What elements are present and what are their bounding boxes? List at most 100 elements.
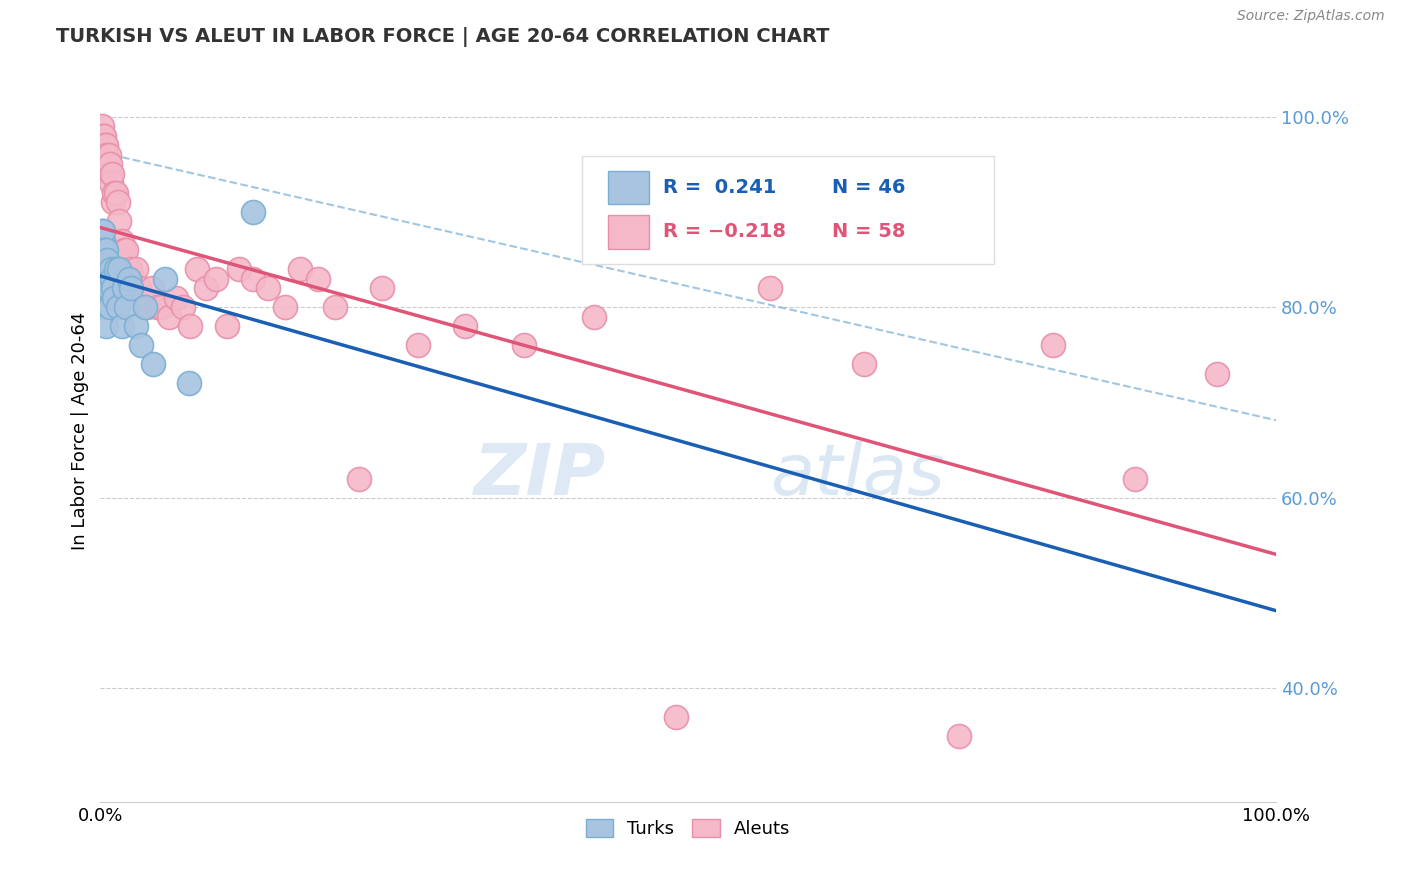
Point xyxy=(146,300,169,314)
Text: TURKISH VS ALEUT IN LABOR FORCE | AGE 20-64 CORRELATION CHART: TURKISH VS ALEUT IN LABOR FORCE | AGE 20… xyxy=(56,27,830,46)
Point xyxy=(131,291,153,305)
Point xyxy=(118,262,141,277)
Point xyxy=(1123,471,1146,485)
Point xyxy=(759,281,782,295)
Point xyxy=(157,310,180,324)
Point xyxy=(165,291,187,305)
Point xyxy=(107,300,129,314)
Point xyxy=(108,214,131,228)
Point xyxy=(98,167,121,181)
Point xyxy=(100,177,122,191)
FancyBboxPatch shape xyxy=(609,215,650,249)
Point xyxy=(406,338,429,352)
Point xyxy=(90,271,112,285)
Point xyxy=(93,271,115,285)
Point xyxy=(228,262,250,277)
Point xyxy=(141,281,163,295)
Point xyxy=(290,262,312,277)
Point xyxy=(172,300,194,314)
Point xyxy=(97,148,120,162)
Point xyxy=(94,262,117,277)
Point xyxy=(112,281,135,295)
Point xyxy=(104,262,127,277)
Point xyxy=(103,186,125,200)
Point xyxy=(120,281,142,295)
FancyBboxPatch shape xyxy=(609,170,650,204)
Point xyxy=(103,291,125,305)
Point xyxy=(91,224,114,238)
Point xyxy=(454,319,477,334)
Point xyxy=(98,300,121,314)
Point xyxy=(104,186,127,200)
Point xyxy=(122,271,145,285)
Point xyxy=(98,157,121,171)
Legend: Turks, Aleuts: Turks, Aleuts xyxy=(579,812,797,846)
Point xyxy=(107,195,129,210)
Point xyxy=(115,300,138,314)
Point xyxy=(136,300,159,314)
Point xyxy=(257,281,280,295)
Point xyxy=(108,262,131,277)
Point xyxy=(91,271,114,285)
Point xyxy=(96,138,118,153)
Point xyxy=(217,319,239,334)
Y-axis label: In Labor Force | Age 20-64: In Labor Force | Age 20-64 xyxy=(72,312,89,550)
Point xyxy=(153,271,176,285)
Point xyxy=(1042,338,1064,352)
Point xyxy=(110,319,132,334)
Point xyxy=(134,300,156,314)
Point xyxy=(124,262,146,277)
Point xyxy=(94,300,117,314)
Point xyxy=(91,281,114,295)
Point xyxy=(853,357,876,371)
Point xyxy=(94,157,117,171)
FancyBboxPatch shape xyxy=(582,156,994,264)
Point xyxy=(90,243,112,257)
Point xyxy=(274,300,297,314)
Point xyxy=(186,262,208,277)
Point xyxy=(307,271,329,285)
Point xyxy=(90,262,112,277)
Point xyxy=(96,252,118,267)
Point xyxy=(91,234,114,248)
Point xyxy=(90,234,112,248)
Point xyxy=(91,252,114,267)
Point xyxy=(96,148,118,162)
Point xyxy=(94,138,117,153)
Point xyxy=(110,234,132,248)
Point xyxy=(96,271,118,285)
Point xyxy=(90,224,112,238)
Point xyxy=(91,262,114,277)
Point xyxy=(96,243,118,257)
Point xyxy=(1206,367,1229,381)
Text: N = 58: N = 58 xyxy=(831,222,905,242)
Point xyxy=(90,252,112,267)
Point xyxy=(93,281,115,295)
Point xyxy=(347,471,370,485)
Point xyxy=(583,310,606,324)
Point xyxy=(93,252,115,267)
Point xyxy=(948,729,970,743)
Point xyxy=(325,300,347,314)
Text: Source: ZipAtlas.com: Source: ZipAtlas.com xyxy=(1237,9,1385,23)
Point xyxy=(371,281,394,295)
Point xyxy=(97,281,120,295)
Point xyxy=(242,205,264,219)
Text: atlas: atlas xyxy=(770,441,945,510)
Point xyxy=(112,243,135,257)
Text: R =  0.241: R = 0.241 xyxy=(664,178,778,197)
Point xyxy=(96,157,118,171)
Point xyxy=(96,281,118,295)
Point xyxy=(115,243,138,257)
Point xyxy=(103,195,125,210)
Point xyxy=(512,338,534,352)
Point xyxy=(101,271,124,285)
Point xyxy=(131,338,153,352)
Point xyxy=(93,243,115,257)
Point xyxy=(195,281,218,295)
Text: R = −0.218: R = −0.218 xyxy=(664,222,786,242)
Point xyxy=(142,357,165,371)
Point xyxy=(103,281,125,295)
Point xyxy=(101,167,124,181)
Point xyxy=(93,128,115,143)
